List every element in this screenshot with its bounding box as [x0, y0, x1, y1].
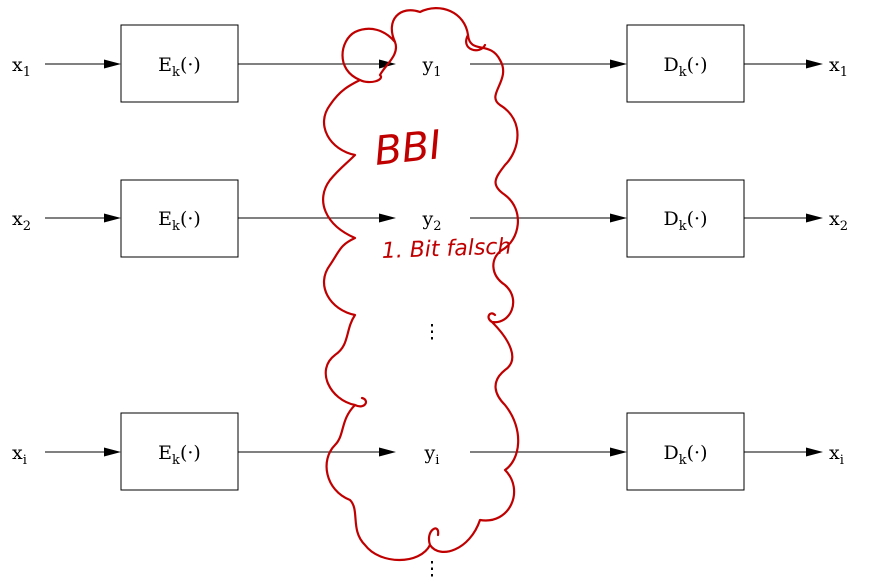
input-label-i: xi	[12, 442, 27, 468]
input-arrowhead-i	[104, 447, 121, 457]
channel-out-arrowhead-2	[610, 213, 627, 223]
decoder-label-1: Dk(·)	[664, 54, 708, 80]
output-label-i: xi	[829, 442, 844, 468]
input-arrowhead-2	[104, 213, 121, 223]
output-arrowhead-1	[806, 59, 823, 69]
input-arrowhead-1	[104, 59, 121, 69]
encoder-label-i: Ek(·)	[158, 442, 201, 468]
channel-in-arrowhead-i	[379, 447, 396, 457]
decoder-box-1	[626, 24, 745, 103]
channel-label-1: y1	[421, 54, 441, 80]
decoder-box-i	[626, 412, 745, 491]
encoder-label-1: Ek(·)	[158, 54, 201, 80]
ellipsis-middle: ⋮	[423, 321, 442, 343]
row-1: x1 Ek(·) y1 Dk(·) x1	[12, 24, 848, 103]
output-arrowhead-i	[806, 447, 823, 457]
decoder-label-i: Dk(·)	[664, 442, 708, 468]
output-label-1: x1	[829, 54, 848, 80]
row-i: xi Ek(·) yi Dk(·) xi	[12, 412, 844, 491]
channel-out-arrowhead-1	[610, 59, 627, 69]
output-arrowhead-2	[806, 213, 823, 223]
channel-label-2: y2	[421, 208, 441, 234]
channel-label-i: yi	[424, 442, 440, 468]
channel-cloud	[322, 7, 520, 562]
input-label-2: x2	[12, 208, 31, 234]
input-label-1: x1	[12, 54, 31, 80]
decoder-label-2: Dk(·)	[664, 208, 708, 234]
channel-in-arrowhead-2	[379, 213, 396, 223]
row-2: x2 Ek(·) y2 Dk(·) x2	[12, 179, 848, 258]
encoder-label-2: Ek(·)	[158, 208, 201, 234]
output-label-2: x2	[829, 208, 848, 234]
decoder-box-2	[626, 179, 745, 258]
ellipsis-bottom: ⋮	[423, 558, 442, 580]
encoder-box-i	[120, 412, 239, 491]
channel-out-arrowhead-i	[610, 447, 627, 457]
note-bit-error: 1. Bit falsch	[381, 234, 511, 264]
encoder-box-1	[120, 24, 239, 103]
cloud-label-bbi: BBI	[372, 122, 443, 175]
